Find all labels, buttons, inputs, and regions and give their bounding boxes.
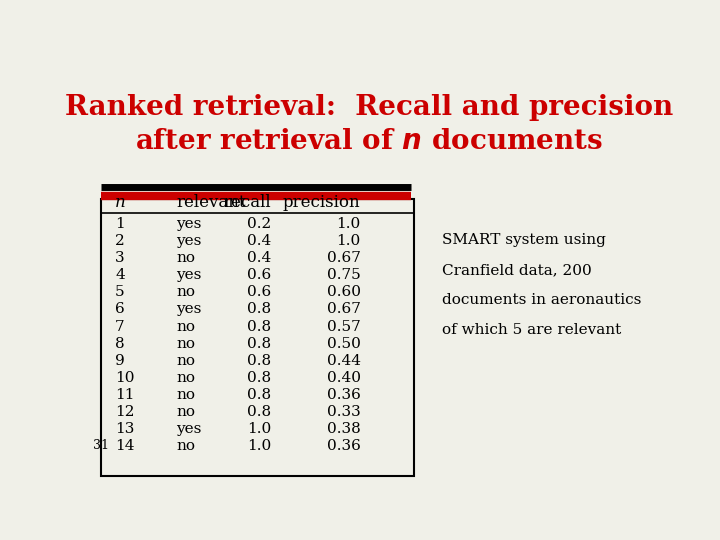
Text: no: no <box>176 388 196 402</box>
Text: 0.36: 0.36 <box>327 388 361 402</box>
Text: 12: 12 <box>115 405 135 419</box>
Text: 6: 6 <box>115 302 125 316</box>
Text: 0.67: 0.67 <box>327 302 361 316</box>
Text: 9: 9 <box>115 354 125 368</box>
Text: yes: yes <box>176 234 202 248</box>
Text: n: n <box>115 193 126 211</box>
Text: 0.57: 0.57 <box>327 320 361 334</box>
Text: yes: yes <box>176 422 202 436</box>
Text: 11: 11 <box>115 388 135 402</box>
Text: 0.60: 0.60 <box>327 286 361 300</box>
Text: 0.40: 0.40 <box>327 370 361 384</box>
Text: 0.36: 0.36 <box>327 439 361 453</box>
Text: 31: 31 <box>93 440 109 453</box>
Text: 1.0: 1.0 <box>247 439 271 453</box>
Text: 0.2: 0.2 <box>247 217 271 231</box>
Text: 8: 8 <box>115 336 125 350</box>
Text: 7: 7 <box>115 320 125 334</box>
Text: no: no <box>176 286 196 300</box>
Text: 0.8: 0.8 <box>247 354 271 368</box>
Text: no: no <box>176 336 196 350</box>
Text: relevant: relevant <box>176 193 246 211</box>
Text: precision: precision <box>283 193 361 211</box>
Text: 0.38: 0.38 <box>327 422 361 436</box>
Text: Cranfield data, 200: Cranfield data, 200 <box>441 263 591 277</box>
Text: 1.0: 1.0 <box>247 422 271 436</box>
Text: SMART system using: SMART system using <box>441 233 606 247</box>
Text: no: no <box>176 354 196 368</box>
Text: 1: 1 <box>115 217 125 231</box>
Text: Ranked retrieval:  Recall and precision: Ranked retrieval: Recall and precision <box>65 94 673 121</box>
Text: 0.8: 0.8 <box>247 370 271 384</box>
Text: 10: 10 <box>115 370 135 384</box>
Text: 5: 5 <box>115 286 125 300</box>
Text: yes: yes <box>176 268 202 282</box>
Text: 2: 2 <box>115 234 125 248</box>
Text: 0.4: 0.4 <box>247 234 271 248</box>
Text: 14: 14 <box>115 439 135 453</box>
Text: no: no <box>176 370 196 384</box>
Text: 0.50: 0.50 <box>327 336 361 350</box>
Text: 0.6: 0.6 <box>247 286 271 300</box>
Text: no: no <box>176 405 196 419</box>
Text: 1.0: 1.0 <box>336 217 361 231</box>
Text: of which 5 are relevant: of which 5 are relevant <box>441 323 621 337</box>
Text: 0.6: 0.6 <box>247 268 271 282</box>
Text: 0.33: 0.33 <box>327 405 361 419</box>
Bar <box>101 199 413 476</box>
Text: 0.8: 0.8 <box>247 405 271 419</box>
Text: 0.8: 0.8 <box>247 388 271 402</box>
Text: 1.0: 1.0 <box>336 234 361 248</box>
Text: 0.8: 0.8 <box>247 302 271 316</box>
Text: 0.8: 0.8 <box>247 320 271 334</box>
Text: 0.75: 0.75 <box>327 268 361 282</box>
Text: documents in aeronautics: documents in aeronautics <box>441 293 641 307</box>
Text: no: no <box>176 320 196 334</box>
Text: no: no <box>176 251 196 265</box>
Text: recall: recall <box>224 193 271 211</box>
Text: no: no <box>176 439 196 453</box>
Text: 3: 3 <box>115 251 125 265</box>
Text: after retrieval of $\bfit{n}$ documents: after retrieval of $\bfit{n}$ documents <box>135 128 603 155</box>
Text: 0.8: 0.8 <box>247 336 271 350</box>
Text: 4: 4 <box>115 268 125 282</box>
Text: 0.67: 0.67 <box>327 251 361 265</box>
Text: yes: yes <box>176 302 202 316</box>
Text: 13: 13 <box>115 422 135 436</box>
Text: 0.4: 0.4 <box>247 251 271 265</box>
Text: 0.44: 0.44 <box>327 354 361 368</box>
Text: yes: yes <box>176 217 202 231</box>
